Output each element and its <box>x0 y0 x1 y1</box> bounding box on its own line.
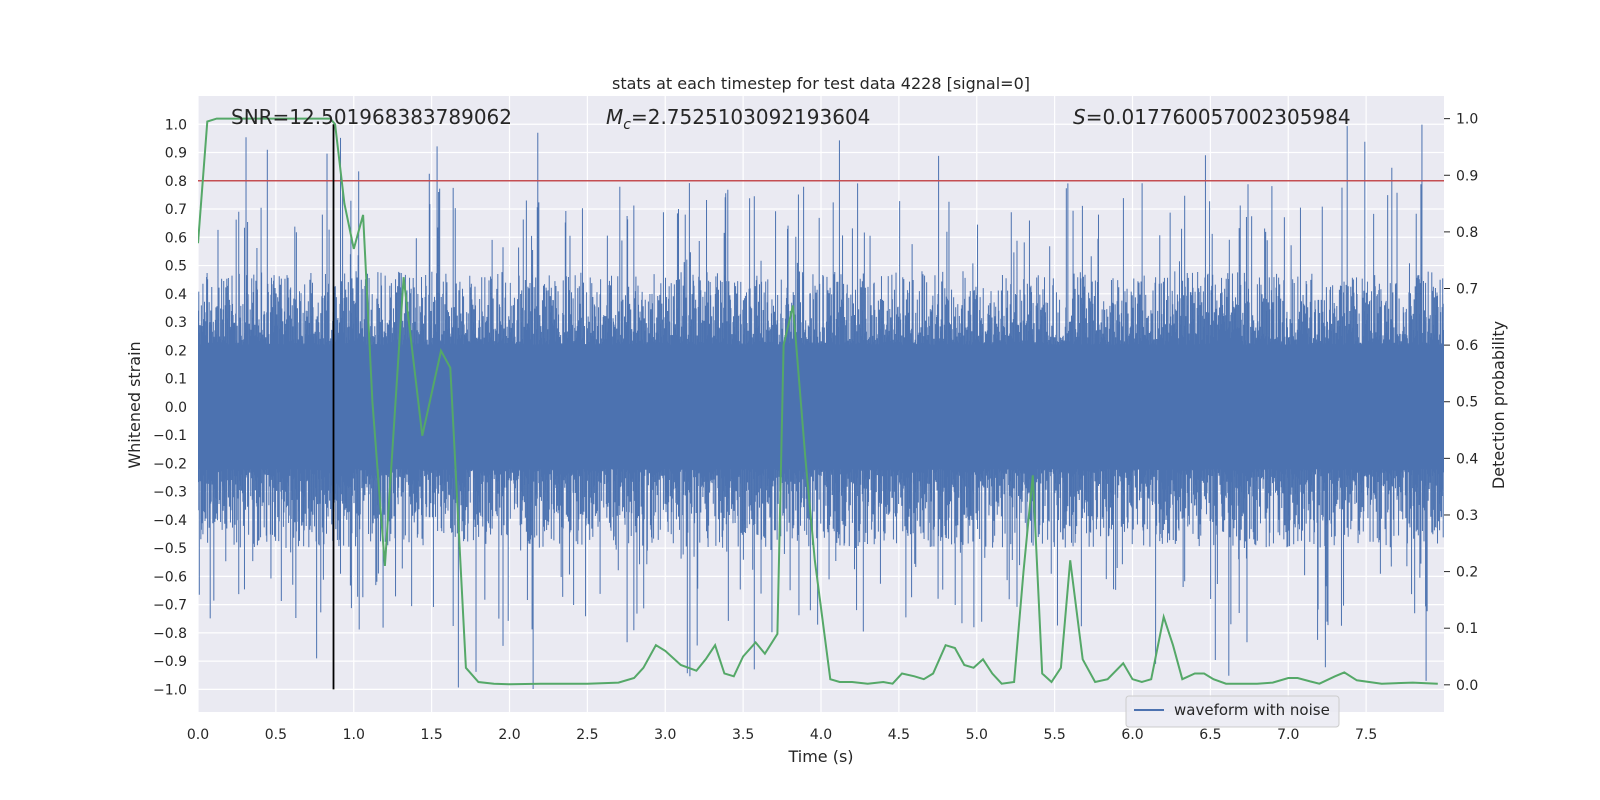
probability-line <box>198 117 1438 686</box>
y-left-tick-label: 0.9 <box>165 146 187 162</box>
y-right-tick-label: 0.3 <box>1456 508 1478 524</box>
y-right-tick-label: 0.6 <box>1456 338 1478 354</box>
x-tick-label: 2.0 <box>498 727 520 743</box>
y-axis-right-ticks: 1.0 0.9 0.8 0.7 0.6 0.5 0.4 0.3 0.2 0.1 0.0 <box>1444 112 1478 694</box>
y-left-tick-label: 0.2 <box>165 343 187 359</box>
x-tick-label: 7.0 <box>1277 727 1299 743</box>
y-left-tick-label: −0.5 <box>153 541 187 557</box>
legend: waveform with noise <box>1125 695 1340 728</box>
overlay-lines <box>198 117 1444 690</box>
y-left-tick-label: 0.3 <box>165 315 187 331</box>
y-right-tick-label: 0.4 <box>1456 451 1478 467</box>
y-left-tick-label: −0.7 <box>153 598 187 614</box>
y-left-tick-label: −0.3 <box>153 485 187 501</box>
y-left-tick-label: 0.1 <box>165 372 187 388</box>
y-axis-right-label: Detection probability <box>1489 321 1508 489</box>
y-right-tick-label: 0.0 <box>1456 678 1478 694</box>
y-axis-left-label: Whitened strain <box>125 341 144 468</box>
x-tick-label: 0.5 <box>265 727 287 743</box>
legend-box <box>1125 695 1340 728</box>
x-tick-label: 6.5 <box>1199 727 1221 743</box>
mc-value: =2.7525103092193604 <box>631 105 870 129</box>
y-left-tick-label: −0.4 <box>153 513 187 529</box>
x-tick-label: 1.5 <box>420 727 442 743</box>
x-tick-label: 5.0 <box>966 727 988 743</box>
y-left-tick-label: 0.6 <box>165 230 187 246</box>
y-right-tick-label: 0.1 <box>1456 621 1478 637</box>
s-symbol: S <box>1073 105 1086 129</box>
x-tick-label: 2.5 <box>576 727 598 743</box>
x-axis-ticks: 0.0 0.5 1.0 1.5 2.0 2.5 3.0 3.5 4.0 4.5 5.0 5.5 6.0 6… <box>187 727 1377 743</box>
y-left-tick-label: 1.0 <box>165 117 187 133</box>
y-left-tick-label: −0.6 <box>153 569 187 585</box>
x-tick-label: 4.0 <box>810 727 832 743</box>
y-right-tick-label: 0.5 <box>1456 395 1478 411</box>
y-left-tick-label: 0.8 <box>165 174 187 190</box>
y-left-tick-label: 0.4 <box>165 287 187 303</box>
y-axis-left-ticks: 1.0 0.9 0.8 0.7 0.6 0.5 0.4 0.3 0.2 0.1 0.0 −0.1 −0.… <box>153 117 187 698</box>
x-tick-label: 3.0 <box>654 727 676 743</box>
y-left-tick-label: −1.0 <box>153 682 187 698</box>
y-left-tick-label: 0.5 <box>165 259 187 275</box>
snr-annotation: SNR=12.501968383789062 <box>231 105 512 129</box>
s-value: =0.017760057002305984 <box>1086 105 1351 129</box>
y-left-tick-label: −0.1 <box>153 428 187 444</box>
y-right-tick-label: 0.8 <box>1456 225 1478 241</box>
x-tick-label: 5.5 <box>1043 727 1065 743</box>
y-left-tick-label: −0.2 <box>153 456 187 472</box>
y-left-tick-label: 0.0 <box>165 400 187 416</box>
x-tick-label: 3.5 <box>732 727 754 743</box>
y-right-tick-label: 0.9 <box>1456 168 1478 184</box>
mc-subscript: c <box>623 117 631 133</box>
x-tick-label: 6.0 <box>1121 727 1143 743</box>
y-right-tick-label: 0.2 <box>1456 565 1478 581</box>
waveform-series <box>198 124 1444 689</box>
y-right-tick-label: 1.0 <box>1456 112 1478 128</box>
mc-symbol: M <box>606 105 623 129</box>
s-annotation: S=0.017760057002305984 <box>1073 105 1351 129</box>
x-axis-label: Time (s) <box>787 747 853 766</box>
x-tick-label: 7.5 <box>1355 727 1377 743</box>
y-right-tick-label: 0.7 <box>1456 282 1478 298</box>
chart-title: stats at each timestep for test data 422… <box>612 74 1030 93</box>
mc-annotation: Mc=2.7525103092193604 <box>606 105 870 133</box>
waveform-line <box>198 124 1444 689</box>
x-tick-label: 0.0 <box>187 727 209 743</box>
x-tick-label: 1.0 <box>343 727 365 743</box>
legend-entry-waveform: waveform with noise <box>1174 701 1330 719</box>
x-tick-label: 4.5 <box>888 727 910 743</box>
y-left-tick-label: −0.9 <box>153 654 187 670</box>
y-left-tick-label: 0.7 <box>165 202 187 218</box>
y-left-tick-label: −0.8 <box>153 626 187 642</box>
